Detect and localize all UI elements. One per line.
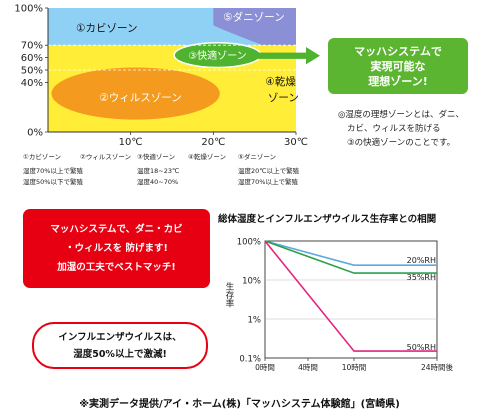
prevention-message-line2: ・ウィルスを 防げます!: [65, 243, 168, 254]
mite-zone-area: [213, 8, 296, 46]
legend-mite-title: ⑤ダニゾーン: [238, 153, 277, 161]
survival-x-tick-label: 4時間: [298, 363, 318, 372]
legend-virus: ②ウィルスゾーン: [80, 152, 131, 164]
survival-series-label: 35%RH: [407, 273, 436, 282]
dry-zone-label-line1: ④乾燥: [265, 75, 296, 88]
humidity-zone-chart: 100% 70%60% 50%40% 0% 10℃ 20℃ 30℃ ①カビゾーン ⑤ダニゾーン ③…: [14, 4, 320, 148]
zone-x-tick-label: 30℃: [284, 137, 308, 148]
survival-y-axis-label: 生存率: [224, 282, 234, 309]
survival-y-tick-label: 1%: [248, 316, 262, 326]
virus-zone-area: [51, 67, 220, 120]
influenza-message-line1: インフルエンザウイルスは、: [58, 331, 182, 343]
prevention-message-line1: マッハシステムで、ダニ・カビ: [50, 224, 183, 235]
legend-mite-line2: 湿度70%以上で繁殖: [238, 178, 298, 186]
zone-y-tick-label: 0%: [27, 128, 43, 139]
legend-mold-line2: 湿度50%以下で繁殖: [23, 178, 83, 186]
survival-y-tick-label: 10%: [242, 277, 261, 287]
legend-comfort: ③快適ゾーン 温度18~23℃ 湿度40~70%: [137, 152, 179, 189]
zone-y-tick-label: 60%: [21, 53, 43, 64]
mold-zone-label: ①カビゾーン: [76, 23, 137, 35]
influenza-message-line2: 湿度50%以上で激減!: [73, 348, 167, 360]
survival-y-tick-label: 0.1%: [239, 355, 261, 365]
ideal-zone-note-line2: カビ、ウィルスを防げる: [347, 124, 441, 134]
legend-mite-line1: 温度20℃以上で繁殖: [238, 166, 300, 175]
dry-zone-label-line2: ゾーン: [268, 92, 299, 104]
comfort-zone-arrow: [256, 47, 320, 65]
survival-series-label: 20%RH: [407, 256, 436, 265]
virus-zone-label: ②ウィルスゾーン: [99, 92, 181, 104]
survival-y-tick-label: 100%: [237, 238, 261, 248]
survival-chart-title: 総体湿度とインフルエンザウイルス生存率との相関: [218, 213, 436, 225]
zone-x-tick-label: 10℃: [119, 137, 143, 148]
data-source-footer: ※実測データ提供/アイ・ホーム(株)「マッハシステム体験館」(宮崎県): [79, 399, 400, 410]
legend-mold: ①カビゾーン 湿度70%以上で繁殖 湿度50%以下で繁殖: [23, 152, 83, 189]
mite-zone-label: ⑤ダニゾーン: [223, 10, 284, 23]
zone-x-tick-label: 20℃: [201, 137, 225, 148]
legend-virus-title: ②ウィルスゾーン: [80, 153, 132, 161]
influenza-message-pill: インフルエンザウイルスは、 湿度50%以上で激減!: [32, 322, 208, 369]
survival-series-label: 50%RH: [407, 343, 436, 352]
comfort-zone-label: ③快適ゾーン: [188, 49, 246, 62]
zone-y-tick-label: 70%: [21, 41, 43, 52]
ideal-zone-callout-line2: 実現可能な: [370, 59, 426, 73]
legend-comfort-line2: 湿度40~70%: [137, 178, 179, 186]
ideal-zone-callout: マッハシステムで 実現可能な 理想ゾーン!: [328, 38, 468, 94]
zone-y-tick-label: 50%: [21, 66, 43, 77]
ideal-zone-note-line3: ③の快適ゾーンのことです。: [347, 138, 456, 148]
survival-x-tick-label: 24時間後: [421, 362, 454, 372]
legend-mold-line1: 湿度70%以上で繁殖: [23, 166, 83, 175]
legend-mite: ⑤ダニゾーン 温度20℃以上で繁殖 湿度70%以上で繁殖: [238, 152, 299, 189]
zone-y-tick-label: 40%: [21, 78, 43, 89]
legend-mold-title: ①カビゾーン: [23, 153, 62, 161]
ideal-zone-callout-line1: マッハシステムで: [354, 44, 442, 58]
legend-comfort-title: ③快適ゾーン: [137, 153, 176, 161]
legend-comfort-line1: 温度18~23℃: [137, 166, 180, 175]
ideal-zone-note: ◎湿度の理想ゾーンとは、ダニ、 カビ、ウィルスを防げる ③の快適ゾーンのことです…: [338, 108, 473, 150]
survival-series-line: [264, 240, 437, 267]
prevention-message-box: マッハシステムで、ダニ・カビ ・ウィルスを 防げます! 加湿の工夫でベストマッチ…: [23, 209, 210, 288]
survival-series-line: [264, 240, 437, 274]
ideal-zone-note-line1: ◎湿度の理想ゾーンとは、ダニ、: [338, 110, 464, 120]
influenza-survival-chart: 総体湿度とインフルエンザウイルス生存率との相関 100% 10% 1% 0.1% 生存率 0…: [218, 213, 454, 372]
ideal-zone-callout-line3: 理想ゾーン!: [368, 74, 428, 88]
survival-plot-frame: [264, 240, 438, 359]
legend-dry: ④乾燥ゾーン: [188, 152, 226, 164]
legend-dry-title: ④乾燥ゾーン: [188, 153, 227, 161]
survival-series-line: [264, 240, 437, 352]
prevention-message-line3: 加湿の工夫でベストマッチ!: [57, 262, 176, 273]
zone-y-tick-label: 100%: [14, 4, 43, 15]
survival-x-tick-label: 0時間: [255, 363, 275, 372]
survival-x-tick-label: 10時間: [342, 363, 367, 372]
